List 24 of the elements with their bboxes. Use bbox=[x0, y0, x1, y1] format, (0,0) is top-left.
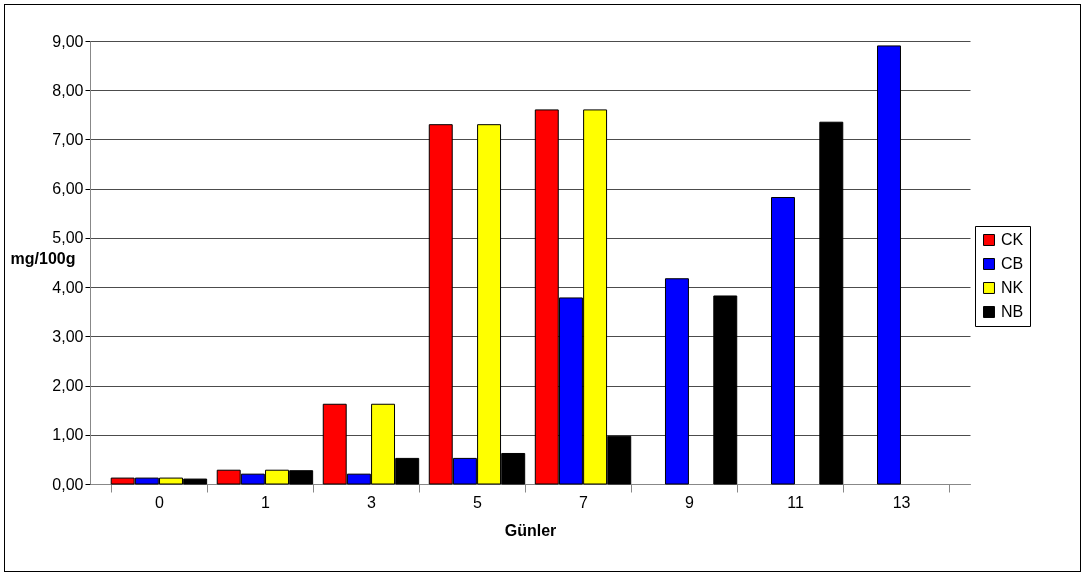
x-tick-label: 7 bbox=[579, 493, 589, 511]
y-tick-label: 9,00 bbox=[52, 32, 84, 50]
y-tick-label: 1,00 bbox=[52, 426, 84, 444]
y-tick-label: 8,00 bbox=[52, 81, 84, 99]
x-tick-label: 13 bbox=[892, 493, 911, 511]
y-tick-label: 5,00 bbox=[52, 229, 84, 247]
x-tick-label: 11 bbox=[787, 493, 804, 511]
x-axis-title: Günler bbox=[504, 521, 557, 539]
y-tick-label: 7,00 bbox=[52, 130, 84, 148]
x-tick-label: 0 bbox=[154, 493, 164, 511]
x-tick-label: 3 bbox=[367, 493, 377, 511]
y-tick-label: 4,00 bbox=[52, 278, 84, 296]
legend-label: CB bbox=[1001, 255, 1024, 272]
x-tick-label: 1 bbox=[260, 493, 270, 511]
legend-label: CK bbox=[1001, 231, 1024, 248]
y-tick-label: 6,00 bbox=[52, 180, 84, 198]
legend-label: NB bbox=[1001, 303, 1024, 320]
y-tick-label: 2,00 bbox=[52, 377, 84, 395]
legend-label: NK bbox=[1001, 279, 1024, 296]
y-tick-label: 3,00 bbox=[52, 327, 84, 345]
y-tick-label: 0,00 bbox=[52, 475, 84, 493]
x-tick-label: 9 bbox=[685, 493, 695, 511]
y-axis-title: mg/100g bbox=[10, 249, 76, 267]
x-tick-label: 5 bbox=[473, 493, 483, 511]
